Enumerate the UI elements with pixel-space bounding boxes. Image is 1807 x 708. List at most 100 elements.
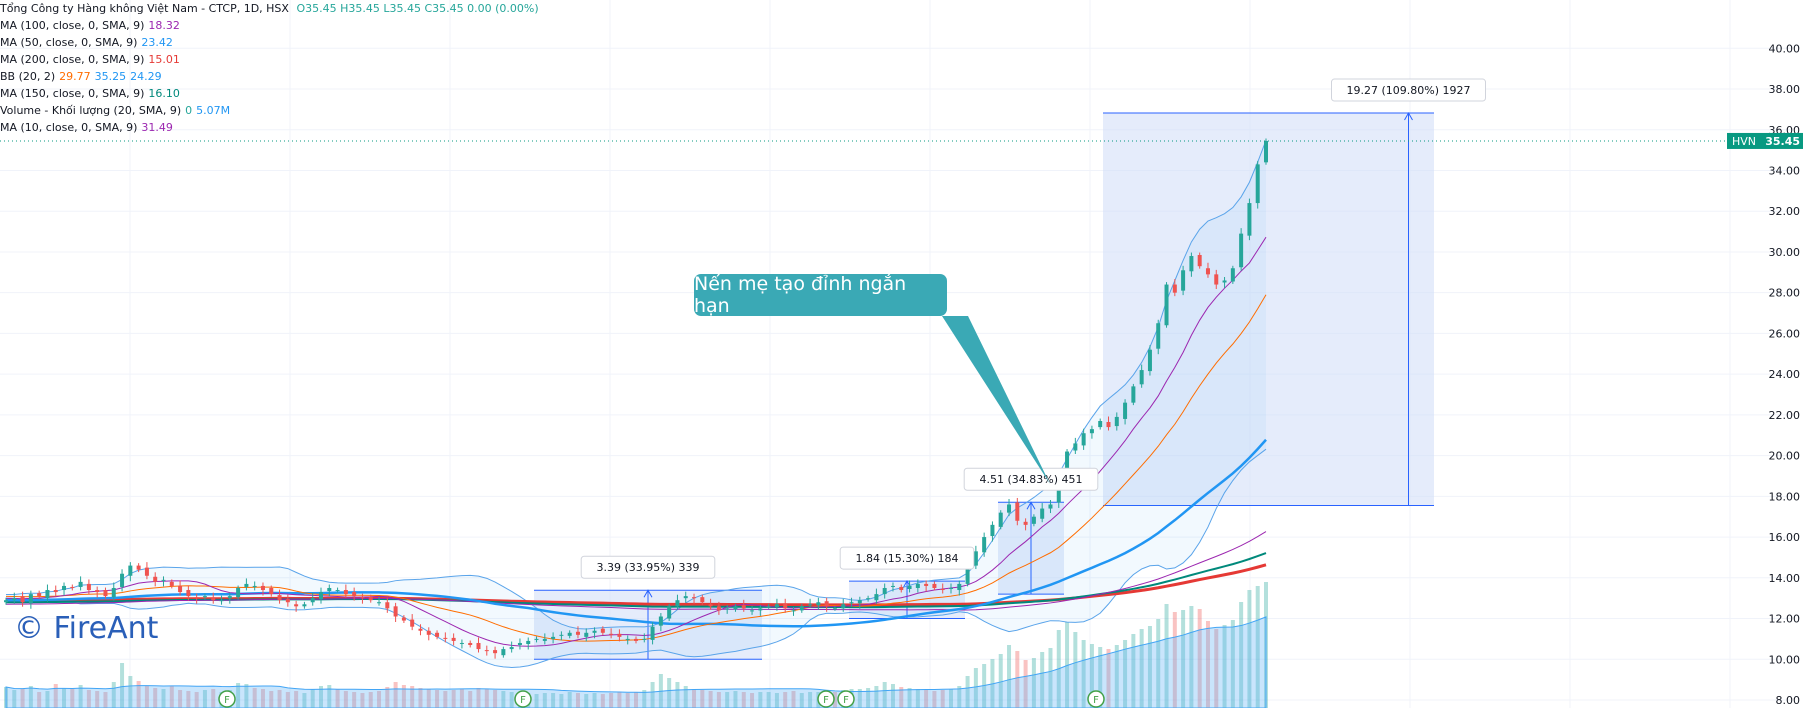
volume-bar [45, 691, 50, 708]
candle-body [1239, 233, 1244, 268]
candle-body [302, 604, 307, 607]
volume-bar [236, 683, 241, 708]
volume-bar [915, 689, 920, 708]
volume-bar [1247, 590, 1252, 708]
candle-body [1065, 451, 1070, 480]
event-marker-icon [1087, 690, 1105, 708]
candle-body [517, 642, 522, 646]
candle-body [750, 610, 755, 612]
volume-bar [1139, 629, 1144, 708]
candle-body [816, 602, 821, 606]
annotation-callout: Nến mẹ tạo đỉnh ngắn hạn [694, 273, 947, 317]
volume-bar [808, 692, 813, 708]
volume-bar [377, 691, 382, 708]
candle-body [327, 587, 332, 592]
bollinger-band-fill [6, 140, 1266, 668]
candle-body [1015, 502, 1020, 521]
candle-body [501, 649, 506, 656]
volume-bar [120, 663, 125, 708]
y-tick-label: 26.00 [1769, 327, 1801, 340]
volume-bar [1230, 620, 1235, 708]
volume-bar [484, 689, 489, 708]
candle-body [1007, 504, 1012, 513]
volume-bar [1255, 586, 1260, 708]
candle-body [534, 638, 539, 640]
volume-bar [1106, 649, 1111, 708]
volume-bar [28, 686, 33, 708]
volume-bar [832, 692, 837, 708]
volume-bar [716, 692, 721, 708]
volume-bar [692, 689, 697, 708]
measure-arrowhead [643, 589, 653, 598]
volume-bar [1214, 629, 1219, 708]
volume-bar [1123, 640, 1128, 708]
candle-body [401, 617, 406, 621]
volume-bar [12, 690, 17, 708]
indicator-value: 24.29 [130, 70, 162, 83]
candle-body [1255, 164, 1260, 204]
volume-bar [650, 682, 655, 708]
candle-body [120, 573, 125, 587]
candle-body [385, 602, 390, 609]
volume-bar [327, 685, 332, 708]
legend-indicator-row: MA (100, close, 0, SMA, 9) 18.32 [0, 17, 539, 34]
y-tick-label: 40.00 [1769, 42, 1801, 55]
candle-body [949, 587, 953, 590]
candle-body [899, 586, 904, 591]
candle-body [832, 608, 837, 610]
candle-body [882, 587, 887, 595]
indicator-label: MA (150, close, 0, SMA, 9) [0, 87, 145, 100]
volume-bar [1040, 652, 1045, 708]
y-tick-label: 24.00 [1769, 368, 1801, 381]
volume-bar [62, 688, 67, 708]
y-tick-label: 22.00 [1769, 409, 1801, 422]
candle-body [1230, 268, 1235, 282]
volume-bar [211, 689, 216, 708]
candle-body [319, 592, 323, 600]
volume-bar [1205, 621, 1210, 708]
volume-bar [708, 691, 713, 708]
candle-body [965, 567, 970, 584]
volume-bar [451, 690, 456, 708]
volume-bar [625, 693, 630, 708]
volume-bar [1114, 645, 1119, 708]
volume-bar [169, 686, 174, 708]
volume-bar [443, 691, 448, 708]
candle-body [1048, 504, 1053, 509]
measure-label: 3.39 (33.95%) 339 [596, 561, 699, 574]
volume-bar [468, 691, 473, 708]
measure-arrowhead [1404, 112, 1413, 121]
candle-body [294, 604, 299, 607]
volume-bar [758, 692, 763, 708]
volume-bar [459, 689, 464, 708]
bollinger-lower-line [5, 448, 1267, 668]
candle-body [352, 592, 357, 597]
volume-bar [534, 694, 539, 708]
volume-bar [509, 692, 514, 708]
y-tick-label: 38.00 [1769, 83, 1801, 96]
candle-body [592, 630, 597, 633]
candle-body [509, 647, 514, 650]
candle-body [692, 597, 697, 599]
volume-bar [1015, 651, 1020, 708]
candle-body [335, 590, 340, 592]
callout-pointer [942, 316, 1050, 484]
volume-bar [874, 686, 879, 708]
indicator-legend: Tổng Công ty Hàng không Việt Nam - CTCP,… [0, 0, 539, 136]
volume-bar [1172, 612, 1177, 708]
candle-body [932, 583, 937, 588]
candle-body [1114, 416, 1119, 427]
candlesticks [4, 138, 1268, 659]
candle-body [178, 585, 183, 593]
candle-body [609, 633, 614, 635]
volume-bar [542, 693, 547, 708]
volume-bar [741, 692, 746, 708]
volume-bar [493, 690, 498, 708]
volume-bar [86, 690, 91, 708]
candle-body [924, 583, 929, 586]
legend-indicator-row: BB (20, 2) 29.77 35.25 24.29 [0, 68, 539, 85]
indicator-value: 18.32 [148, 19, 180, 32]
candle-body [866, 598, 871, 600]
volume-bar [1098, 647, 1103, 708]
